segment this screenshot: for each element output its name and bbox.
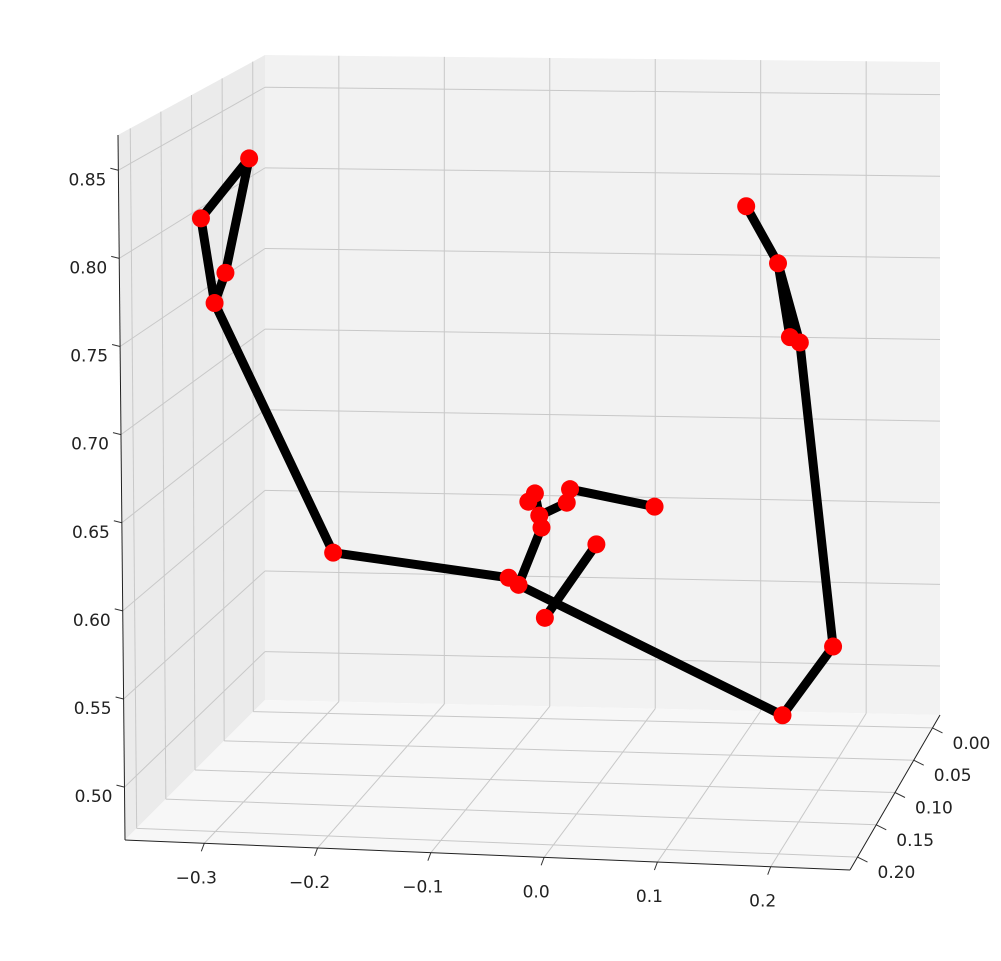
x-tick xyxy=(427,852,432,861)
joint xyxy=(525,484,544,503)
z-axis xyxy=(117,134,126,841)
joint xyxy=(324,543,343,562)
grid-line xyxy=(264,409,941,422)
x-tick xyxy=(314,847,319,857)
grid-line xyxy=(264,167,941,177)
grid-line xyxy=(118,86,266,171)
bone xyxy=(773,258,805,347)
grid-line xyxy=(253,711,933,729)
bone xyxy=(565,484,660,512)
x-tick xyxy=(767,866,772,875)
joint xyxy=(530,506,549,525)
bone xyxy=(514,580,788,720)
floor-pane xyxy=(125,700,940,870)
x-tick-label: 0.0 xyxy=(523,882,550,902)
back-pane xyxy=(265,55,940,715)
x-tick xyxy=(200,843,205,852)
joint xyxy=(535,608,554,627)
joint xyxy=(645,497,664,516)
joint xyxy=(205,294,224,313)
y-tick xyxy=(857,856,868,863)
joint xyxy=(824,637,843,656)
z-tick xyxy=(110,167,119,171)
joint xyxy=(191,209,210,228)
x-tick-label: −0.1 xyxy=(402,878,443,898)
grid-line xyxy=(264,328,941,341)
bone xyxy=(196,153,254,223)
y-tick-label: 0.00 xyxy=(953,734,991,754)
z-tick-label: 0.70 xyxy=(71,435,109,455)
x-tick xyxy=(653,861,658,871)
grid-line xyxy=(123,570,266,700)
grid-line xyxy=(160,111,167,800)
grid-line xyxy=(264,86,941,96)
y-tick-label: 0.10 xyxy=(915,799,953,819)
z-tick-label: 0.60 xyxy=(73,611,111,631)
bone xyxy=(795,337,838,652)
bone xyxy=(741,201,783,268)
x-tick-label: −0.3 xyxy=(176,868,217,888)
joint xyxy=(216,263,235,282)
y-tick xyxy=(894,792,906,798)
joint xyxy=(773,706,792,725)
x-tick-label: 0.2 xyxy=(749,892,776,912)
joint xyxy=(780,328,799,347)
grid-line xyxy=(122,489,266,612)
grid-line xyxy=(224,740,914,761)
z-tick xyxy=(115,696,124,700)
x-tick-label: −0.2 xyxy=(289,873,330,893)
y-tick-label: 0.15 xyxy=(896,831,934,851)
grid-line xyxy=(120,328,266,436)
grid-line xyxy=(124,651,266,788)
z-tick xyxy=(113,520,122,524)
joint xyxy=(557,493,576,512)
z-tick-label: 0.80 xyxy=(69,258,107,278)
z-tick-label: 0.55 xyxy=(74,699,112,719)
y-axis xyxy=(849,714,941,871)
y-tick xyxy=(913,759,924,766)
bone xyxy=(196,213,220,308)
joint xyxy=(561,480,580,499)
bone xyxy=(220,153,254,278)
y-tick xyxy=(932,727,943,734)
grid-line xyxy=(119,248,266,347)
x-axis xyxy=(124,839,851,871)
x-tick xyxy=(540,857,545,866)
grid-line xyxy=(264,248,941,259)
x-tick-label: 0.1 xyxy=(636,887,663,907)
joint xyxy=(769,254,788,273)
z-tick xyxy=(112,432,122,436)
joint xyxy=(509,575,528,594)
grid-line xyxy=(264,651,941,667)
z-tick-label: 0.75 xyxy=(70,347,108,367)
z-tick-label: 0.65 xyxy=(72,523,110,543)
z-tick xyxy=(111,255,120,259)
grid-line xyxy=(136,827,858,858)
bone xyxy=(514,523,547,590)
z-tick-label: 0.85 xyxy=(68,170,106,190)
bone xyxy=(778,642,838,720)
y-tick xyxy=(876,824,887,831)
grid-line xyxy=(121,409,266,524)
joint xyxy=(737,197,756,216)
z-tick xyxy=(111,344,121,347)
joint xyxy=(587,535,606,554)
bone xyxy=(210,298,338,558)
grid-line xyxy=(129,128,138,829)
grid-line xyxy=(165,798,877,826)
bone xyxy=(328,548,514,583)
grid-line xyxy=(194,769,896,793)
z-tick xyxy=(114,608,123,612)
z-tick-label: 0.50 xyxy=(75,787,113,807)
y-tick-label: 0.20 xyxy=(878,863,916,883)
joint xyxy=(240,149,259,168)
z-tick xyxy=(116,784,125,788)
grid-line xyxy=(191,94,196,771)
bone xyxy=(540,539,601,623)
y-tick-label: 0.05 xyxy=(934,766,972,786)
